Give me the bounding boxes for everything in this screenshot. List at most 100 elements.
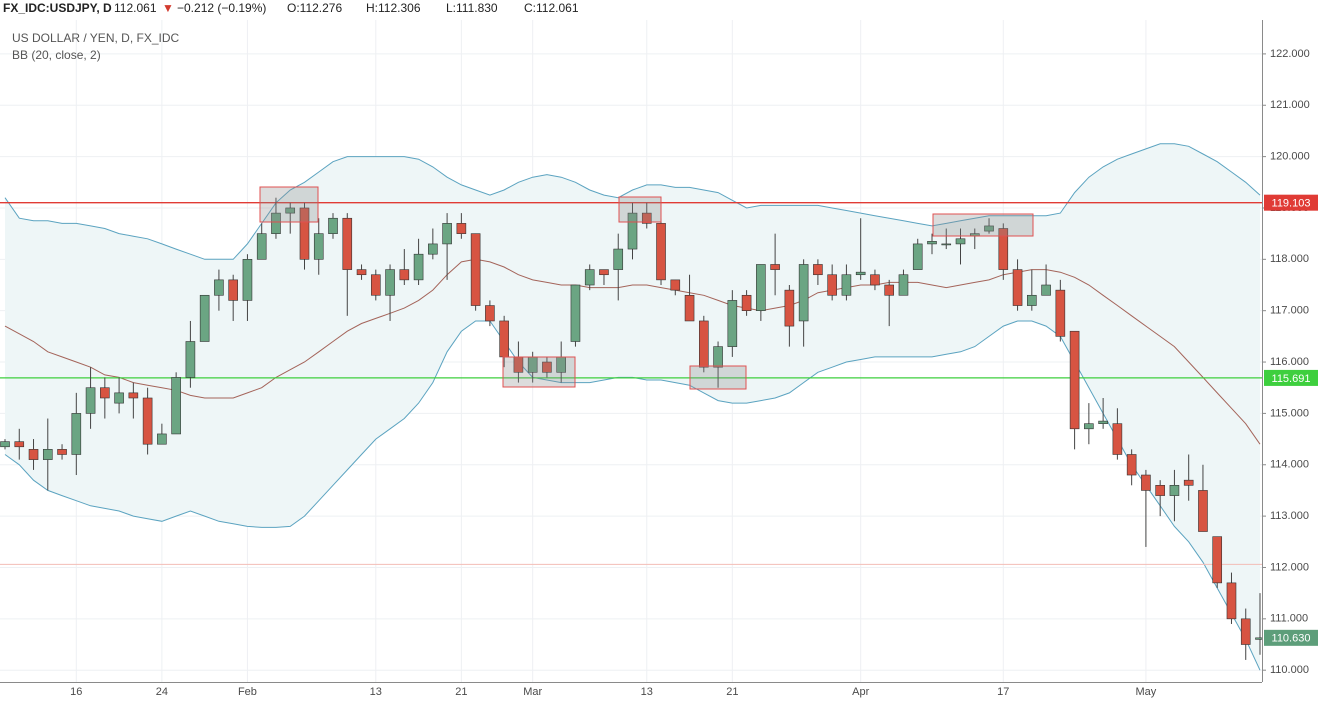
last-price-label: 110.630 [1272, 633, 1311, 645]
candle-body [100, 387, 110, 399]
candle-body [328, 217, 338, 234]
candle-body [1212, 536, 1223, 584]
candle-body [342, 217, 353, 270]
candle-body [998, 228, 1009, 270]
y-tick-label: 122.000 [1270, 48, 1310, 60]
level-badge [1264, 369, 1318, 386]
candle-body [142, 397, 153, 445]
candle-body [456, 223, 467, 234]
y-tick-label: 120.000 [1270, 151, 1310, 163]
candle-body [228, 279, 238, 301]
x-tick-label: Apr [852, 686, 869, 698]
candle-body [1012, 269, 1023, 306]
x-tick-label: 17 [997, 686, 1009, 698]
candle-body [442, 223, 452, 245]
candle-body [313, 233, 324, 260]
x-tick-label: 16 [70, 686, 82, 698]
candle-body [912, 243, 923, 270]
last-price-badge [1264, 629, 1318, 646]
candle-body [827, 274, 837, 296]
candle-body [470, 233, 481, 306]
candle-body [813, 264, 823, 276]
candle-body [1226, 582, 1237, 620]
candle-body [1141, 474, 1151, 491]
candle-body [28, 449, 39, 460]
candle-body [85, 387, 96, 414]
candle-body [428, 243, 438, 255]
candle-body [1041, 284, 1051, 296]
y-tick-label: 110.000 [1270, 664, 1309, 676]
y-tick-label: 121.000 [1270, 99, 1310, 111]
y-tick-label: 115.000 [1270, 407, 1309, 419]
candle-body [171, 377, 181, 435]
candle-body [1055, 289, 1066, 337]
candle-body [756, 264, 766, 311]
level-label: 119.103 [1272, 198, 1311, 210]
candle-body [641, 212, 652, 224]
candle-body [770, 264, 780, 270]
candle-body [14, 441, 25, 448]
candle-body [784, 289, 795, 327]
candle-body [399, 269, 410, 281]
y-tick-label: 118.000 [1270, 253, 1309, 265]
y-tick-label: 112.000 [1270, 561, 1309, 573]
candle-body [413, 253, 424, 281]
candle-body [898, 274, 909, 296]
candle-body [670, 279, 681, 291]
x-tick-label: 13 [370, 686, 382, 698]
candle-body [0, 441, 10, 448]
candle-body [157, 433, 167, 445]
candle-body [542, 361, 552, 373]
chart-title: US DOLLAR / YEN, D, FX_IDC [12, 31, 179, 45]
low: L:111.830 [446, 1, 498, 15]
level-badge [1264, 194, 1318, 211]
candle-body [42, 449, 53, 460]
header-bar [0, 0, 1323, 19]
candle-body [984, 225, 994, 232]
candle-body [128, 392, 139, 399]
candle-body [870, 274, 880, 286]
candle-body [1098, 420, 1108, 424]
candle-body [1126, 454, 1137, 476]
candle-body [214, 279, 224, 296]
candle-body [271, 212, 281, 234]
candle-body [884, 284, 895, 296]
candle-body [499, 320, 509, 358]
candle-body [1084, 423, 1094, 430]
candle-body [584, 269, 595, 286]
y-tick-label: 117.000 [1270, 305, 1309, 317]
zone-box [689, 365, 747, 390]
candle-body [242, 259, 253, 301]
candle-body [855, 271, 866, 276]
candle-body [1169, 485, 1180, 496]
candle-body [256, 233, 267, 260]
candle-body [385, 269, 395, 296]
zone-box [618, 196, 662, 223]
y-tick-label: 116.000 [1270, 356, 1309, 368]
candle-body [684, 294, 695, 322]
x-tick-label: 13 [641, 686, 653, 698]
levels [0, 202, 1262, 565]
x-tick-label: May [1136, 686, 1157, 698]
candle-body [57, 449, 67, 455]
x-tick-label: Mar [523, 686, 542, 698]
candle-body [941, 243, 952, 246]
zone-box [932, 213, 1034, 237]
x-tick-label: 21 [455, 686, 467, 698]
candle-body [798, 264, 809, 322]
x-tick-label: Feb [238, 686, 257, 698]
candle-body [1069, 330, 1080, 430]
candle-body [285, 207, 296, 214]
change: −0.212 (−0.19%) [177, 1, 266, 15]
candle-body [570, 284, 581, 342]
candle-body [727, 300, 738, 347]
candle-body [699, 320, 709, 368]
candles [0, 197, 1265, 660]
direction: ▼ [162, 1, 174, 15]
candle-body [185, 341, 196, 378]
candle-body [1183, 479, 1194, 486]
band-middle [4, 258, 1261, 445]
candle-body [841, 274, 852, 296]
